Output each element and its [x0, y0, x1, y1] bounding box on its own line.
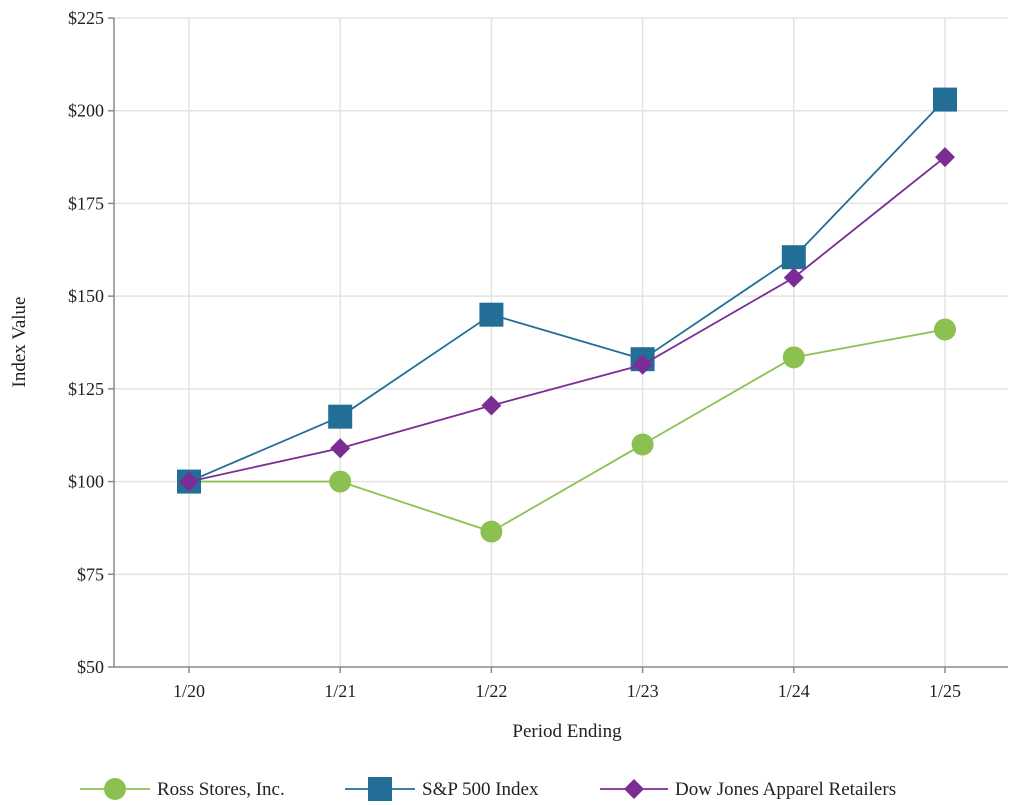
x-tick-label: 1/22: [475, 681, 507, 701]
legend-marker-square: [368, 777, 392, 801]
series-line: [188, 156, 946, 483]
legend-label: S&P 500 Index: [422, 779, 539, 800]
y-tick-label: $225: [68, 8, 104, 28]
legend: Ross Stores, Inc. S&P 500 Index Dow Jones …: [80, 777, 896, 801]
y-tick-label: $50: [77, 657, 104, 677]
data-point-circle: [329, 470, 352, 493]
legend-item: S&P 500 Index: [345, 777, 539, 801]
data-point-diamond: [783, 267, 804, 288]
data-point-square: [933, 87, 957, 112]
x-tick-label: 1/20: [173, 681, 205, 701]
axes: [113, 18, 1008, 668]
y-tick-label: $175: [68, 193, 104, 213]
data-point-square: [328, 404, 353, 429]
data-point-diamond: [481, 395, 502, 416]
data-point-circle: [631, 433, 654, 456]
data-point-diamond: [179, 471, 199, 492]
grid: [108, 17, 1008, 673]
legend-item: Dow Jones Apparel Retailers: [600, 779, 896, 800]
y-tick-label: $200: [68, 101, 104, 121]
data-point-square: [781, 245, 806, 270]
data-point-diamond: [632, 354, 653, 375]
series-circle: [178, 318, 956, 543]
y-axis-title: Index Value: [9, 297, 30, 388]
y-tick-label: $125: [68, 379, 104, 399]
x-tick-labels: 1/20 1/21 1/22 1/23 1/24 1/25: [173, 681, 961, 701]
series-line: [189, 328, 946, 533]
series-square: [177, 87, 957, 494]
x-tick-label: 1/24: [778, 681, 810, 701]
series-line: [188, 98, 946, 483]
x-axis-title: Period Ending: [512, 721, 622, 742]
y-tick-labels: $50 $75 $100 $125 $150 $175 $200 $225: [68, 8, 104, 677]
y-tick-label: $150: [68, 286, 104, 306]
data-point-square: [479, 302, 504, 327]
y-tick-label: $75: [77, 564, 104, 584]
data-point-circle: [480, 520, 503, 543]
y-tick-label: $100: [68, 472, 104, 492]
data-point-diamond: [935, 147, 955, 168]
legend-marker-diamond: [624, 779, 644, 799]
legend-marker-circle: [104, 778, 126, 800]
series-group: [177, 87, 957, 543]
x-tick-label: 1/25: [929, 681, 961, 701]
series-diamond: [179, 147, 955, 492]
x-tick-label: 1/21: [324, 681, 356, 701]
legend-label: Dow Jones Apparel Retailers: [675, 779, 896, 800]
legend-label: Ross Stores, Inc.: [157, 779, 285, 800]
x-tick-label: 1/23: [627, 681, 659, 701]
legend-item: Ross Stores, Inc.: [80, 778, 285, 800]
data-point-circle: [782, 346, 805, 369]
data-point-circle: [934, 318, 956, 341]
data-point-diamond: [330, 438, 351, 459]
